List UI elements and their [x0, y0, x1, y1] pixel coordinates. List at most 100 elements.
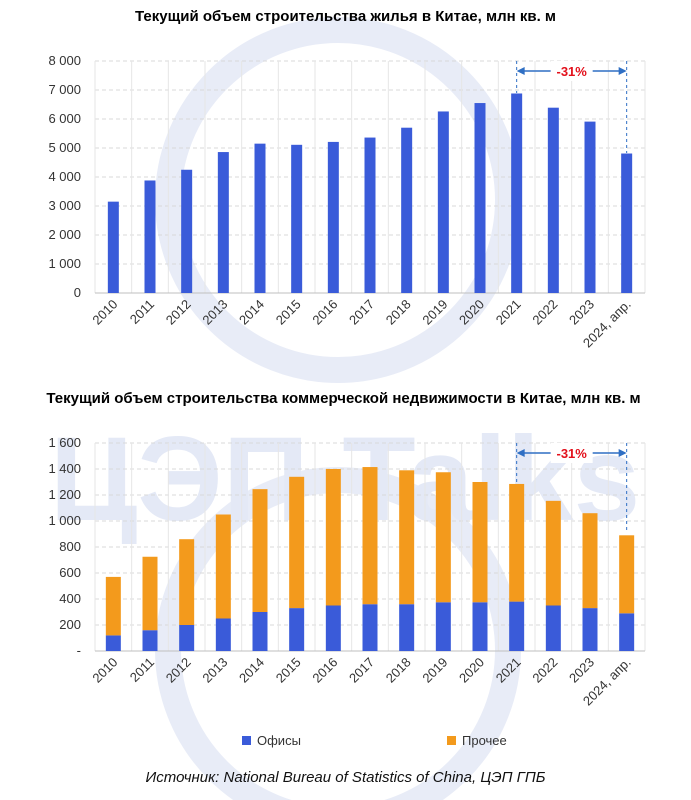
x-tick-label: 2016: [309, 655, 340, 686]
bar-offices: [509, 601, 525, 651]
y-tick-label: 1 400: [48, 461, 81, 476]
x-tick-label: 2014: [236, 297, 267, 328]
y-tick-label: 6 000: [48, 111, 81, 126]
x-tick-label: 2013: [199, 297, 230, 328]
annotation-label: -31%: [556, 446, 587, 461]
x-tick-label: 2017: [346, 655, 377, 686]
x-tick-label: 2016: [309, 297, 340, 328]
x-tick-label: 2021: [493, 297, 524, 328]
bar-other: [509, 483, 525, 602]
x-tick-label: 2011: [127, 655, 157, 685]
source-note: Источник: National Bureau of Statistics …: [145, 769, 546, 786]
bar: [181, 169, 193, 293]
bar-other: [289, 476, 305, 609]
chart-title-commercial: Текущий объем строительства коммерческой…: [46, 390, 641, 407]
x-tick-label: 2022: [529, 297, 560, 328]
bar-offices: [142, 630, 158, 651]
y-tick-label: 3 000: [48, 198, 81, 213]
bar-other: [142, 556, 158, 631]
bar: [254, 143, 266, 293]
bar-other: [105, 576, 121, 636]
bar-other: [252, 489, 268, 612]
bar-offices: [435, 602, 451, 651]
y-tick-label: 5 000: [48, 140, 81, 155]
x-tick-label: 2012: [163, 297, 194, 328]
bar-offices: [582, 608, 598, 651]
y-tick-label: 8 000: [48, 53, 81, 68]
x-tick-label: 2020: [456, 655, 487, 686]
annotation-label-bg: [550, 443, 593, 463]
x-tick-label: 2014: [236, 655, 267, 686]
bar: [547, 107, 559, 293]
bar: [144, 180, 156, 293]
annotation-arrowhead-right: [618, 67, 627, 75]
residential-chart: 0 1 000 2 000 3 000 4 000 5 000 6 000 7 000 8 00…: [48, 53, 646, 350]
bar-offices: [472, 602, 488, 651]
legend-item-other: Прочее: [447, 733, 507, 748]
y-tick-label: 400: [59, 591, 81, 606]
x-tick-label: 2013: [199, 655, 230, 686]
legend-label-offices: Офисы: [257, 733, 301, 748]
y-tick-label: 0: [74, 285, 81, 300]
annotation-label-bg: [550, 61, 593, 81]
bar-offices: [399, 604, 415, 651]
bar-offices: [325, 605, 341, 651]
y-tick-label: 1 000: [48, 513, 81, 528]
y-tick-label: 1 200: [48, 487, 81, 502]
y-tick-label: 7 000: [48, 82, 81, 97]
bar-offices: [252, 612, 268, 651]
x-tick-label: 2023: [566, 655, 597, 686]
bar: [291, 144, 303, 293]
bar: [511, 93, 523, 293]
bar-other: [619, 535, 635, 614]
bar-offices: [215, 618, 231, 651]
bar: [401, 127, 413, 293]
x-tick-label: 2017: [346, 297, 377, 328]
bar-other: [399, 470, 415, 605]
y-tick-label: 2 000: [48, 227, 81, 242]
bar-other: [325, 469, 341, 606]
x-tick-label: 2020: [456, 297, 487, 328]
bar: [437, 111, 449, 294]
annotation-label: -31%: [556, 64, 587, 79]
chart-title-residential: Текущий объем строительства жилья в Кита…: [134, 8, 556, 25]
x-tick-label: 2010: [89, 655, 120, 686]
bar-offices: [289, 608, 305, 651]
y-tick-label: -: [77, 643, 81, 658]
bar-offices: [362, 604, 378, 651]
bar: [327, 141, 339, 293]
y-tick-label: 600: [59, 565, 81, 580]
bar: [107, 201, 119, 293]
bar-other: [179, 539, 195, 625]
bar: [474, 103, 486, 293]
bar: [621, 153, 633, 293]
bar-offices: [619, 613, 635, 651]
legend-swatch-offices: [242, 736, 251, 745]
bar-other: [362, 467, 378, 605]
y-tick-label: 4 000: [48, 169, 81, 184]
legend-label-other: Прочее: [462, 733, 507, 748]
y-tick-label: 1 600: [48, 435, 81, 450]
annotation-arrowhead-right: [618, 449, 627, 457]
bar-other: [582, 513, 598, 609]
bar-other: [472, 482, 488, 603]
bar-offices: [179, 625, 195, 651]
bar: [364, 137, 376, 293]
bar: [217, 152, 229, 293]
x-tick-label: 2011: [127, 297, 157, 327]
bar-offices: [105, 635, 121, 651]
y-tick-label: 800: [59, 539, 81, 554]
x-tick-label: 2021: [493, 655, 524, 686]
y-tick-label: 200: [59, 617, 81, 632]
bar-other: [215, 514, 231, 619]
annotation-arrowhead-left: [516, 67, 525, 75]
bar-other: [435, 472, 451, 603]
x-tick-label: 2015: [273, 655, 304, 686]
legend-swatch-other: [447, 736, 456, 745]
x-tick-label: 2012: [163, 655, 194, 686]
legend-item-offices: Офисы: [242, 733, 301, 748]
annotation-arrowhead-left: [516, 449, 525, 457]
x-tick-label: 2022: [529, 655, 560, 686]
bar-offices: [545, 605, 561, 651]
